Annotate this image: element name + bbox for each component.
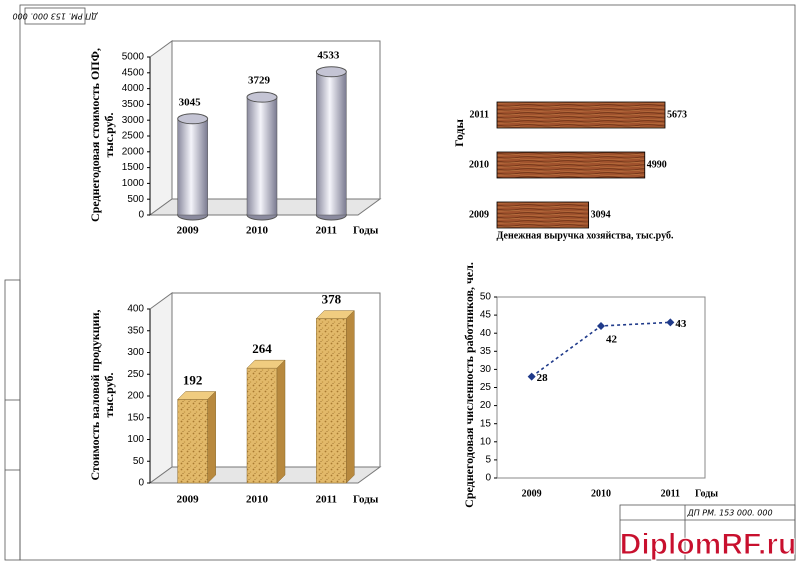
x-tick-label: 2011 <box>316 225 337 237</box>
side-wall <box>149 292 173 484</box>
x-tick-label: 2009 <box>522 488 542 499</box>
bar-top <box>315 66 347 78</box>
bar-side <box>207 390 216 484</box>
y-tick-label: 2010 <box>469 159 489 170</box>
x-tick-label: 2010 <box>246 494 269 506</box>
value-label: 3045 <box>179 96 202 108</box>
bar-side <box>346 309 355 484</box>
y-tick-label: 15 <box>480 418 492 429</box>
y-tick-label: 150 <box>127 412 144 423</box>
y-tick-label: 1000 <box>122 178 145 189</box>
value-label: 43 <box>675 318 687 330</box>
bar <box>316 71 347 216</box>
y-tick-label: 2011 <box>470 109 489 120</box>
bar-top <box>246 91 278 103</box>
y-tick-label: 5 <box>485 455 491 466</box>
bar <box>496 201 590 229</box>
side-stamp <box>4 279 21 561</box>
title-block <box>619 504 796 561</box>
y-tick-label: 20 <box>480 400 492 411</box>
bar <box>246 96 278 216</box>
value-label: 378 <box>322 292 342 307</box>
x-tick-label: 2009 <box>177 225 200 237</box>
y-axis-label: Среднегодовая численность работников, че… <box>462 262 476 508</box>
value-label: 192 <box>183 372 203 387</box>
y-tick-label: 3500 <box>122 99 145 110</box>
value-label: 264 <box>252 341 272 356</box>
y-tick-label: 45 <box>480 310 492 321</box>
marker <box>666 318 675 327</box>
watermark: DiplomRF.ru <box>620 528 797 561</box>
side-wall <box>149 40 173 216</box>
y-tick-label: 2000 <box>122 146 145 157</box>
marker <box>597 321 605 330</box>
bar <box>177 118 208 216</box>
marker <box>527 372 536 381</box>
y-tick-label: 4500 <box>122 67 145 78</box>
y-tick-label: 250 <box>127 369 144 380</box>
value-label: 4990 <box>647 159 667 170</box>
y-axis-label: тыс.руб. <box>102 373 116 418</box>
value-label: 3094 <box>591 209 611 220</box>
y-axis-label: Среднегодовая стоимость ОПФ, <box>88 48 102 222</box>
bar <box>496 101 666 129</box>
stamp-code: ДП РМ. 153 000. 000 <box>12 12 98 21</box>
y-tick-label: 400 <box>127 304 144 315</box>
bar <box>177 399 208 484</box>
y-axis-label: тыс.руб. <box>102 113 116 158</box>
bar-side <box>276 359 286 484</box>
x-axis-label: Годы <box>695 488 718 499</box>
y-tick-label: 40 <box>480 328 492 339</box>
bar <box>316 318 347 484</box>
y-tick-label: 4000 <box>122 83 145 94</box>
y-tick-label: 10 <box>480 436 492 447</box>
y-tick-label: 300 <box>127 347 144 358</box>
x-tick-label: 2009 <box>177 494 200 506</box>
y-tick-label: 25 <box>480 382 492 393</box>
x-tick-label: 2011 <box>316 494 337 506</box>
y-tick-label: 0 <box>485 473 491 484</box>
y-tick-label: 0 <box>138 478 144 489</box>
x-tick-label: 2010 <box>246 225 269 237</box>
y-axis-label: Годы <box>452 119 466 147</box>
y-tick-label: 500 <box>127 194 144 205</box>
value-label: 3729 <box>248 75 271 87</box>
y-axis-label: Стоимость валовой продукции, <box>88 309 102 480</box>
x-axis-label: Годы <box>353 494 379 506</box>
value-label: 28 <box>537 372 549 384</box>
y-tick-label: 100 <box>127 434 144 445</box>
value-label: 5673 <box>667 109 687 120</box>
y-tick-label: 2500 <box>122 131 145 142</box>
x-axis-label: Денежная выручка хозяйства, тыс.руб. <box>497 230 674 241</box>
bar <box>246 367 278 484</box>
value-label: 42 <box>606 333 618 345</box>
stamp-code: ДП РМ. 153 000. 000 <box>686 509 772 518</box>
y-tick-label: 200 <box>127 391 144 402</box>
y-tick-label: 5000 <box>122 52 145 63</box>
y-tick-label: 2009 <box>469 209 489 220</box>
value-label: 4533 <box>317 49 340 61</box>
bar <box>496 151 646 179</box>
y-tick-label: 50 <box>480 292 492 303</box>
y-tick-label: 35 <box>480 346 492 357</box>
y-tick-label: 0 <box>138 210 144 221</box>
x-tick-label: 2011 <box>661 488 680 499</box>
y-tick-label: 50 <box>133 456 145 467</box>
y-tick-label: 1500 <box>122 162 145 173</box>
y-tick-label: 350 <box>127 325 144 336</box>
x-axis-label: Годы <box>353 225 379 237</box>
x-tick-label: 2010 <box>591 488 611 499</box>
top-stamp <box>24 7 86 25</box>
y-tick-label: 30 <box>480 364 492 375</box>
bar-top <box>177 113 209 125</box>
y-tick-label: 3000 <box>122 115 145 126</box>
